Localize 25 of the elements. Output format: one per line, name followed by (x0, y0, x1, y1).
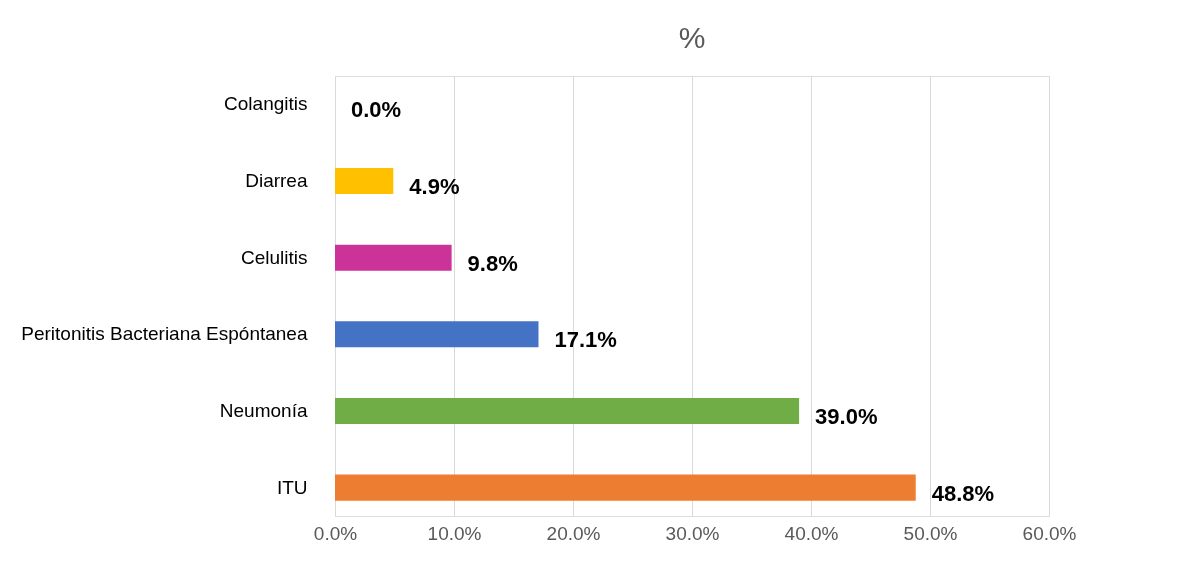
bar (335, 167, 394, 195)
data-label: 17.1% (554, 327, 617, 353)
data-label: 0.0% (351, 97, 402, 123)
x-tick-label: 40.0% (784, 522, 839, 544)
bar (335, 474, 916, 501)
x-tick-label: 60.0% (1022, 522, 1077, 544)
x-tick-label: 20.0% (546, 522, 601, 544)
data-label: 4.9% (409, 174, 460, 200)
x-tick-label: 30.0% (665, 522, 720, 544)
y-tick-label: Peritonitis Bacteriana Espóntanea (21, 323, 308, 345)
bar (335, 321, 539, 348)
data-label: 9.8% (467, 250, 518, 276)
x-tick-label: 50.0% (903, 522, 958, 544)
bar (335, 397, 800, 425)
y-tick-label: Neumonía (219, 399, 308, 421)
x-tick-label: 0.0% (313, 522, 358, 544)
bar (335, 244, 452, 271)
y-tick-label: Diarrea (245, 170, 308, 192)
y-tick-label: Colangitis (224, 93, 308, 115)
data-label: 39.0% (815, 403, 878, 429)
data-label: 48.8% (931, 480, 995, 506)
y-tick-label: ITU (276, 476, 308, 498)
chart-title: % (678, 21, 706, 54)
x-tick-label: 10.0% (427, 522, 482, 544)
y-tick-label: Celulitis (240, 246, 308, 268)
